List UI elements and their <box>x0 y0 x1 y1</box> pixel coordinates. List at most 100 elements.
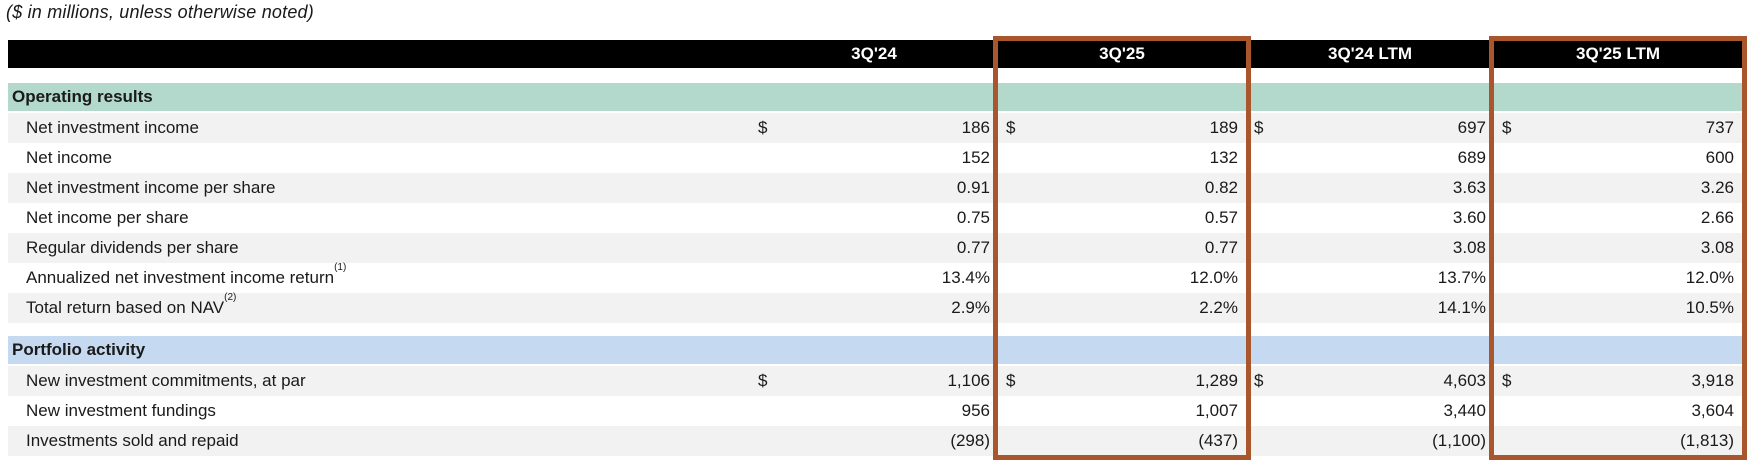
value: 3.08 <box>1700 238 1734 257</box>
column-header-1: 3Q'25 <box>1099 44 1145 63</box>
section-header: Operating results <box>8 83 1742 111</box>
row-label-cell: New investment fundings <box>8 401 750 421</box>
dollar-sign <box>1502 401 1514 421</box>
value: 1,106 <box>947 371 990 390</box>
row-label-cell: Net investment income <box>8 118 750 138</box>
value-cell: 14.1% <box>1246 298 1494 318</box>
value: 14.1% <box>1437 298 1486 317</box>
dollar-sign <box>1006 268 1018 288</box>
row-label: Investments sold and repaid <box>26 431 239 450</box>
value-cell: 2.2% <box>998 298 1246 318</box>
value: 2.9% <box>951 298 990 317</box>
table-row: Annualized net investment income return(… <box>8 263 1742 293</box>
row-label: Net investment income per share <box>26 178 276 197</box>
dollar-sign <box>1502 268 1514 288</box>
table-row: Net investment income $ 186 $ 189 $ 697 … <box>8 113 1742 143</box>
dollar-sign <box>1254 431 1266 451</box>
value: 132 <box>1209 148 1238 167</box>
value: 3.26 <box>1700 178 1734 197</box>
value-cell: $ 189 <box>998 118 1246 138</box>
row-label-cell: Net income per share <box>8 208 750 228</box>
table-section: Portfolio activity New investment commit… <box>8 336 1742 456</box>
value-cell: 1,007 <box>998 401 1246 421</box>
value-cell: (1,813) <box>1494 431 1742 451</box>
dollar-sign: $ <box>1254 118 1264 137</box>
value-cell: 0.82 <box>998 178 1246 198</box>
value: 10.5% <box>1685 298 1734 317</box>
value-cell: 13.4% <box>750 268 998 288</box>
value: 697 <box>1457 118 1486 137</box>
dollar-sign <box>1502 298 1514 318</box>
value-cell: 3.08 <box>1494 238 1742 258</box>
value-cell: 12.0% <box>998 268 1246 288</box>
section-gap <box>8 323 1742 336</box>
dollar-sign <box>758 148 770 168</box>
value: 0.75 <box>956 208 990 227</box>
value: (1,813) <box>1680 431 1734 450</box>
row-label-cell: New investment commitments, at par <box>8 371 750 391</box>
row-label: Net income per share <box>26 208 189 227</box>
value-cell: $ 737 <box>1494 118 1742 138</box>
dollar-sign <box>1502 178 1514 198</box>
dollar-sign <box>758 268 770 288</box>
dollar-sign: $ <box>1254 371 1264 390</box>
table-header-row: 3Q'24 3Q'25 3Q'24 LTM 3Q'25 LTM <box>8 40 1742 68</box>
column-header-2: 3Q'24 LTM <box>1327 44 1413 63</box>
value-cell: 13.7% <box>1246 268 1494 288</box>
table-row: Total return based on NAV(2) 2.9% 2.2% 1… <box>8 293 1742 323</box>
value-cell: 3,440 <box>1246 401 1494 421</box>
value: 3.60 <box>1452 208 1486 227</box>
value: 0.91 <box>956 178 990 197</box>
dollar-sign <box>1254 401 1266 421</box>
value-cell: 152 <box>750 148 998 168</box>
value: 3,604 <box>1691 401 1734 420</box>
dollar-sign <box>1006 238 1018 258</box>
value: 0.57 <box>1204 208 1238 227</box>
dollar-sign <box>1254 178 1266 198</box>
value: 13.4% <box>941 268 990 287</box>
row-label-cell: Annualized net investment income return(… <box>8 263 750 288</box>
value: 3,440 <box>1443 401 1486 420</box>
value: 737 <box>1705 118 1734 137</box>
dollar-sign <box>1254 238 1266 258</box>
row-label-cell: Net investment income per share <box>8 178 750 198</box>
value-cell: 3.26 <box>1494 178 1742 198</box>
value: 0.77 <box>956 238 990 257</box>
value-cell: $ 1,106 <box>750 371 998 391</box>
dollar-sign <box>1254 148 1266 168</box>
value: 4,603 <box>1443 371 1486 390</box>
value-cell: 3,604 <box>1494 401 1742 421</box>
dollar-sign: $ <box>1502 371 1512 390</box>
value: 1,289 <box>1195 371 1238 390</box>
value: 956 <box>961 401 990 420</box>
dollar-sign <box>758 298 770 318</box>
dollar-sign <box>1502 148 1514 168</box>
value-cell: $ 3,918 <box>1494 371 1742 391</box>
value-cell: $ 1,289 <box>998 371 1246 391</box>
value: 2.2% <box>1199 298 1238 317</box>
footnote-ref: (1) <box>334 262 347 274</box>
value-cell: 0.75 <box>750 208 998 228</box>
row-label: Total return based on NAV <box>26 298 225 317</box>
row-label: New investment fundings <box>26 401 216 420</box>
value-cell: 956 <box>750 401 998 421</box>
header-gap <box>8 68 1742 83</box>
row-label-cell: Regular dividends per share <box>8 238 750 258</box>
row-label: Annualized net investment income return <box>26 268 335 287</box>
value-cell: (437) <box>998 431 1246 451</box>
value: 600 <box>1705 148 1734 167</box>
dollar-sign <box>758 401 770 421</box>
value: 152 <box>961 148 990 167</box>
footnote-ref: (2) <box>224 292 237 304</box>
section-header: Portfolio activity <box>8 336 1742 364</box>
dollar-sign <box>1006 208 1018 228</box>
value: 189 <box>1209 118 1238 137</box>
table-row: Net income 152 132 689 600 <box>8 143 1742 173</box>
value: 689 <box>1457 148 1486 167</box>
value: 186 <box>961 118 990 137</box>
value-cell: 10.5% <box>1494 298 1742 318</box>
value-cell: 0.77 <box>998 238 1246 258</box>
dollar-sign <box>758 238 770 258</box>
value-cell: 0.77 <box>750 238 998 258</box>
dollar-sign: $ <box>758 118 768 137</box>
